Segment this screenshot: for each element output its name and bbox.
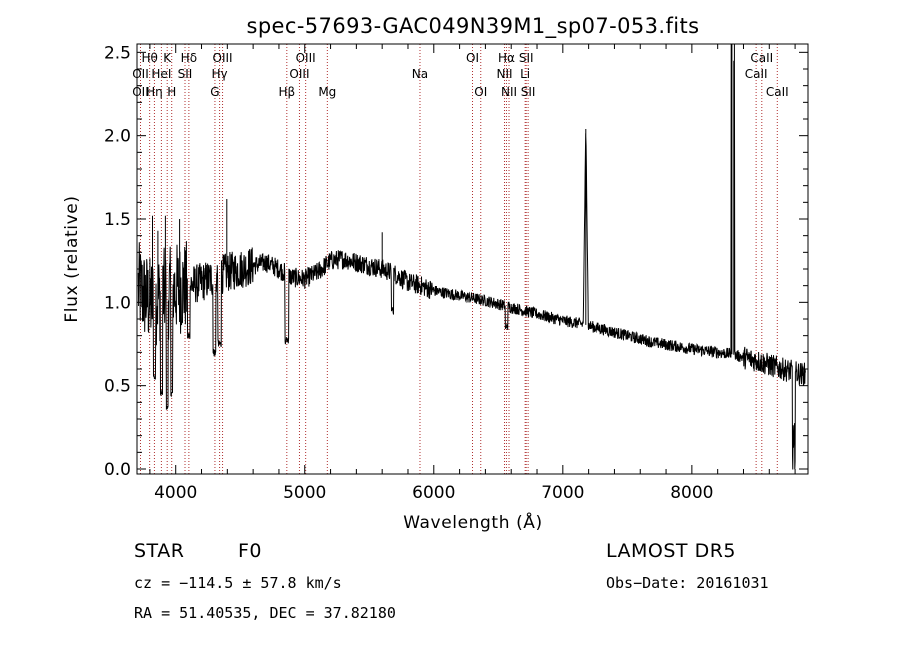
spectrum-chart: spec-57693-GAC049N39M1_sp07-053.fits Hθ O… [62, 14, 809, 533]
object-subclass: F0 [238, 540, 263, 562]
x-tick-label: 5000 [283, 483, 326, 503]
coordinates: RA = 51.40535, DEC = 37.82180 [134, 604, 396, 622]
x-tick-label: 7000 [541, 483, 584, 503]
line-label: OIII [296, 51, 316, 65]
y-axis-label: Flux (relative) [62, 195, 82, 322]
line-label: K [163, 51, 172, 65]
redshift-velocity: cz = −114.5 ± 57.8 km/s [134, 574, 342, 592]
line-label: Hα [498, 51, 515, 65]
line-label: OII [132, 85, 149, 99]
line-label: NII [501, 85, 517, 99]
plot-frame [136, 43, 809, 475]
line-label: Hβ [278, 85, 295, 99]
y-tick-label: 1.0 [104, 293, 131, 313]
line-label: Li [520, 67, 530, 81]
line-label: OI [466, 51, 479, 65]
y-axis-ticks: 0.0 0.5 1.0 1.5 2.0 2.5 [104, 43, 808, 480]
line-label: OII [132, 67, 149, 81]
y-tick-label: 2.5 [104, 43, 131, 63]
line-label: SII [178, 67, 193, 81]
line-label: OI [474, 85, 487, 99]
line-label: Hγ [212, 67, 228, 81]
line-label: CaII [750, 51, 773, 65]
x-tick-label: 6000 [412, 483, 455, 503]
object-class: STAR [134, 540, 185, 562]
x-tick-label: 4000 [154, 483, 197, 503]
line-label: OIII [213, 51, 233, 65]
line-label: CaII [745, 67, 768, 81]
line-label: H [167, 85, 176, 99]
y-tick-label: 2.0 [104, 127, 131, 147]
line-label: SII [521, 85, 536, 99]
line-label: Hδ [181, 51, 197, 65]
y-tick-label: 1.5 [104, 210, 131, 230]
line-label: Hθ [141, 51, 157, 65]
line-label: NII [496, 67, 512, 81]
line-label: G [210, 85, 219, 99]
line-label: SII [519, 51, 534, 65]
y-tick-label: 0.0 [104, 460, 131, 480]
line-label: Hη [146, 85, 163, 99]
line-label: OIII [289, 67, 309, 81]
observation-date: Obs−Date: 20161031 [606, 574, 769, 592]
survey-name: LAMOST DR5 [606, 540, 736, 562]
line-label: HeI [151, 67, 171, 81]
x-axis-ticks: 4000 5000 6000 7000 8000 [149, 44, 796, 503]
line-label: CaII [766, 85, 789, 99]
line-label: Mg [318, 85, 336, 99]
x-axis-label: Wavelength (Å) [403, 511, 543, 533]
y-tick-label: 0.5 [104, 377, 131, 397]
line-label: Na [412, 67, 428, 81]
chart-title: spec-57693-GAC049N39M1_sp07-053.fits [246, 14, 699, 39]
x-tick-label: 8000 [670, 483, 713, 503]
spectrum-line [137, 43, 806, 470]
